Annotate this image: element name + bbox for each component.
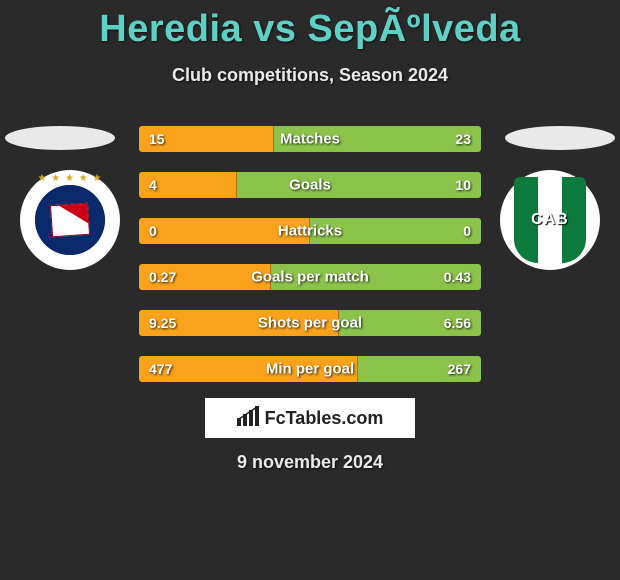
stat-value-right: 0.43 [444,269,471,285]
right-team-crest: CAB [500,170,600,270]
page-subtitle: Club competitions, Season 2024 [0,65,620,86]
right-team-ellipse [505,126,615,150]
stat-row: Min per goal 477 267 [139,356,481,382]
crest-letters: CAB [531,211,569,229]
stat-value-left: 477 [149,361,172,377]
left-team-ellipse [5,126,115,150]
brand-box: FcTables.com [205,398,415,438]
stat-bar-right [237,172,481,198]
stat-row: Matches 15 23 [139,126,481,152]
stat-value-right: 10 [455,177,471,193]
stat-value-right: 23 [455,131,471,147]
stat-value-left: 15 [149,131,165,147]
stat-value-right: 267 [448,361,471,377]
stat-row: Goals per match 0.27 0.43 [139,264,481,290]
stat-value-left: 0 [149,223,157,239]
page-title: Heredia vs SepÃºlveda [0,0,620,51]
stat-row: Shots per goal 9.25 6.56 [139,310,481,336]
stats-bars: Matches 15 23 Goals 4 10 Hattricks 0 0 Goals per … [139,126,481,402]
stat-value-left: 9.25 [149,315,176,331]
stat-row: Hattricks 0 0 [139,218,481,244]
date-text: 9 november 2024 [0,452,620,473]
stat-label: Goals [289,177,331,194]
banfield-crest-icon: CAB [514,177,586,263]
stat-label: Min per goal [266,361,354,378]
argentinos-juniors-crest-icon [35,185,105,255]
stat-value-right: 6.56 [444,315,471,331]
fctables-logo-icon [237,406,261,431]
crest-stars-icon: ★ ★ ★ ★ ★ [20,173,120,184]
brand-text: FcTables.com [265,408,384,429]
stat-label: Hattricks [278,223,342,240]
stat-value-left: 4 [149,177,157,193]
crest-flag-icon [50,203,90,238]
stat-value-left: 0.27 [149,269,176,285]
stat-label: Shots per goal [258,315,362,332]
stat-value-right: 0 [463,223,471,239]
stat-label: Goals per match [251,269,369,286]
stat-row: Goals 4 10 [139,172,481,198]
left-team-crest: ★ ★ ★ ★ ★ [20,170,120,270]
stat-label: Matches [280,131,340,148]
